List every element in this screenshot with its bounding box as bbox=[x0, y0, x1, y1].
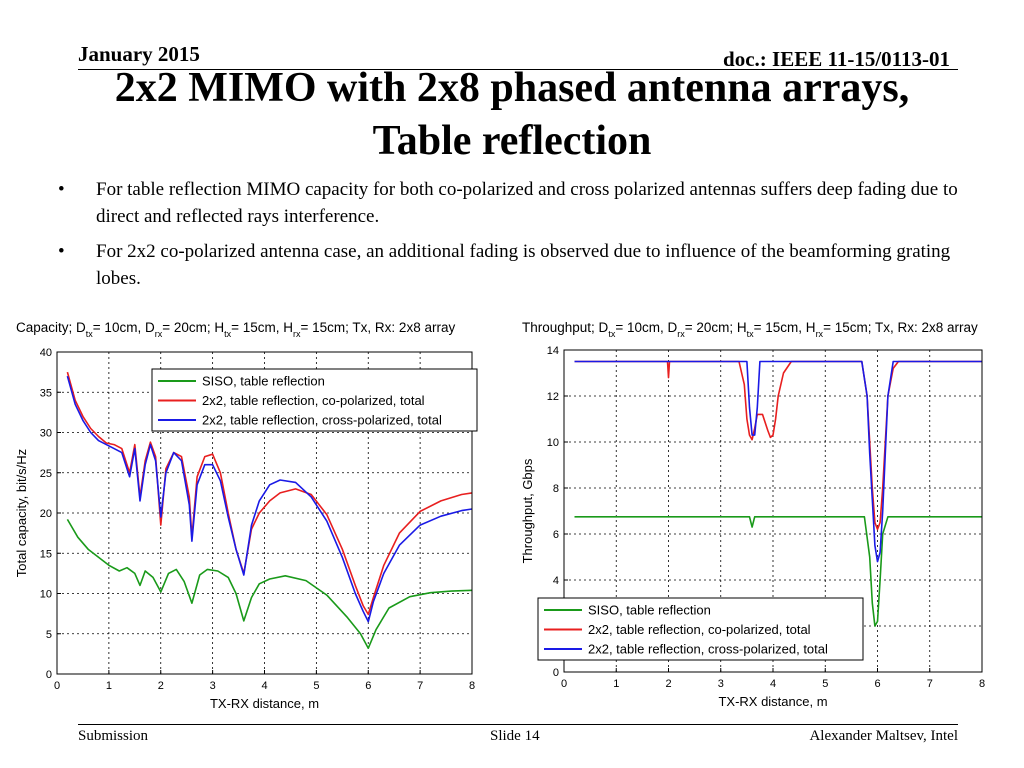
y-tick-label: 25 bbox=[40, 468, 52, 480]
legend-box bbox=[537, 597, 864, 661]
x-tick-label: 5 bbox=[822, 678, 828, 690]
title-segment: = 15cm, H bbox=[231, 320, 293, 335]
x-tick-label: 6 bbox=[365, 680, 371, 692]
chart-title-capacity: Capacity; Dtx= 10cm, Drx= 20cm; Htx= 15c… bbox=[16, 320, 455, 339]
legend-entry: SISO, table reflection bbox=[588, 603, 711, 618]
x-tick-label: 0 bbox=[561, 678, 567, 690]
footer-author: Alexander Maltsev, Intel bbox=[809, 728, 958, 744]
bullet-dot: • bbox=[58, 241, 65, 262]
x-tick-label: 2 bbox=[665, 678, 671, 690]
title-subscript: tx bbox=[747, 329, 755, 339]
title-segment: = 15cm, H bbox=[754, 320, 816, 335]
bullet-list: • For table reflection MIMO capacity for… bbox=[56, 176, 974, 300]
x-tick-label: 4 bbox=[770, 678, 776, 690]
y-tick-label: 5 bbox=[46, 629, 52, 641]
y-tick-label: 8 bbox=[553, 483, 559, 495]
slide-title: 2x2 MIMO with 2x8 phased antenna arrays,… bbox=[40, 62, 984, 167]
x-tick-label: 5 bbox=[313, 680, 319, 692]
y-tick-label: 4 bbox=[553, 575, 559, 587]
x-tick-label: 8 bbox=[979, 678, 985, 690]
legend-entry: 2x2, table reflection, co-polarized, tot… bbox=[588, 622, 811, 637]
footer-slide-number: Slide 14 bbox=[490, 728, 540, 744]
y-tick-label: 14 bbox=[547, 345, 559, 357]
throughput-chart-svg: Throughput; Dtx= 10cm, Drx= 20cm; Htx= 1… bbox=[520, 320, 985, 709]
x-tick-label: 1 bbox=[613, 678, 619, 690]
y-tick-label: 35 bbox=[40, 387, 52, 399]
title-subscript: rx bbox=[293, 329, 301, 339]
y-axis-label: Total capacity, bit/s/Hz bbox=[14, 449, 29, 577]
y-tick-label: 0 bbox=[553, 667, 559, 679]
series-line-red bbox=[66, 371, 473, 616]
title-subscript: rx bbox=[677, 329, 685, 339]
x-tick-label: 3 bbox=[210, 680, 216, 692]
y-tick-label: 15 bbox=[40, 548, 52, 560]
x-tick-label: 3 bbox=[718, 678, 724, 690]
x-axis-label: TX-RX distance, m bbox=[210, 696, 319, 711]
y-tick-label: 6 bbox=[553, 529, 559, 541]
plot-frame bbox=[56, 351, 473, 675]
series-line-green bbox=[574, 516, 982, 627]
x-tick-label: 8 bbox=[469, 680, 475, 692]
y-axis-label: Throughput, Gbps bbox=[520, 458, 535, 563]
y-tick-label: 30 bbox=[40, 428, 52, 440]
x-tick-label: 0 bbox=[54, 680, 60, 692]
title-segment: = 15cm; Tx, Rx: 2x8 array bbox=[301, 320, 456, 335]
y-tick-label: 40 bbox=[40, 347, 52, 359]
title-line-2: Table reflection bbox=[372, 117, 652, 164]
x-tick-label: 2 bbox=[158, 680, 164, 692]
title-segment: Throughput; D bbox=[522, 320, 609, 335]
x-axis-label: TX-RX distance, m bbox=[718, 694, 827, 709]
series-line-blue bbox=[574, 360, 982, 563]
series-line-blue bbox=[66, 375, 473, 623]
title-segment: = 20cm; H bbox=[685, 320, 747, 335]
title-subscript: tx bbox=[608, 329, 616, 339]
legend-entry: SISO, table reflection bbox=[202, 374, 325, 389]
x-tick-label: 1 bbox=[106, 680, 112, 692]
header-doc-id: doc.: IEEE 11-15/0113-01 bbox=[723, 47, 950, 71]
title-segment: = 20cm; H bbox=[162, 320, 224, 335]
legend-entry: 2x2, table reflection, cross-polarized, … bbox=[202, 413, 442, 428]
x-tick-label: 4 bbox=[261, 680, 267, 692]
legend-box bbox=[151, 368, 478, 432]
bullet-text: For 2x2 co-polarized antenna case, an ad… bbox=[96, 241, 951, 289]
bullet-item: • For table reflection MIMO capacity for… bbox=[56, 176, 974, 230]
title-segment: = 15cm; Tx, Rx: 2x8 array bbox=[823, 320, 978, 335]
title-subscript: tx bbox=[224, 329, 232, 339]
y-tick-label: 10 bbox=[40, 589, 52, 601]
capacity-chart: Capacity; Dtx= 10cm, Drx= 20cm; Htx= 15c… bbox=[12, 312, 512, 716]
legend-entry: 2x2, table reflection, co-polarized, tot… bbox=[202, 393, 425, 408]
y-tick-label: 0 bbox=[46, 669, 52, 681]
title-subscript: rx bbox=[155, 329, 163, 339]
title-segment: = 10cm, D bbox=[93, 320, 155, 335]
y-tick-label: 10 bbox=[547, 437, 559, 449]
title-subscript: rx bbox=[816, 329, 824, 339]
header-date: January 2015 bbox=[78, 42, 200, 66]
title-segment: Capacity; D bbox=[16, 320, 86, 335]
title-subscript: tx bbox=[86, 329, 94, 339]
footer-submission: Submission bbox=[78, 728, 149, 744]
plot-frame bbox=[563, 349, 983, 673]
footer-rule bbox=[78, 724, 958, 725]
legend-entry: 2x2, table reflection, cross-polarized, … bbox=[588, 642, 828, 657]
bullet-text: For table reflection MIMO capacity for b… bbox=[96, 179, 958, 227]
bullet-item: • For 2x2 co-polarized antenna case, an … bbox=[56, 238, 974, 292]
header-rule bbox=[78, 69, 958, 70]
x-tick-label: 7 bbox=[927, 678, 933, 690]
x-tick-label: 6 bbox=[874, 678, 880, 690]
x-tick-label: 7 bbox=[417, 680, 423, 692]
series-line-red bbox=[574, 360, 982, 531]
capacity-chart-svg: Capacity; Dtx= 10cm, Drx= 20cm; Htx= 15c… bbox=[14, 320, 478, 711]
throughput-chart: Throughput; Dtx= 10cm, Drx= 20cm; Htx= 1… bbox=[518, 312, 1024, 716]
series-line-green bbox=[66, 518, 473, 650]
y-tick-label: 20 bbox=[40, 508, 52, 520]
y-tick-label: 12 bbox=[547, 391, 559, 403]
chart-title-throughput: Throughput; Dtx= 10cm, Drx= 20cm; Htx= 1… bbox=[522, 320, 978, 339]
bullet-dot: • bbox=[58, 179, 65, 200]
title-line-1: 2x2 MIMO with 2x8 phased antenna arrays, bbox=[114, 65, 910, 111]
title-segment: = 10cm, D bbox=[615, 320, 677, 335]
